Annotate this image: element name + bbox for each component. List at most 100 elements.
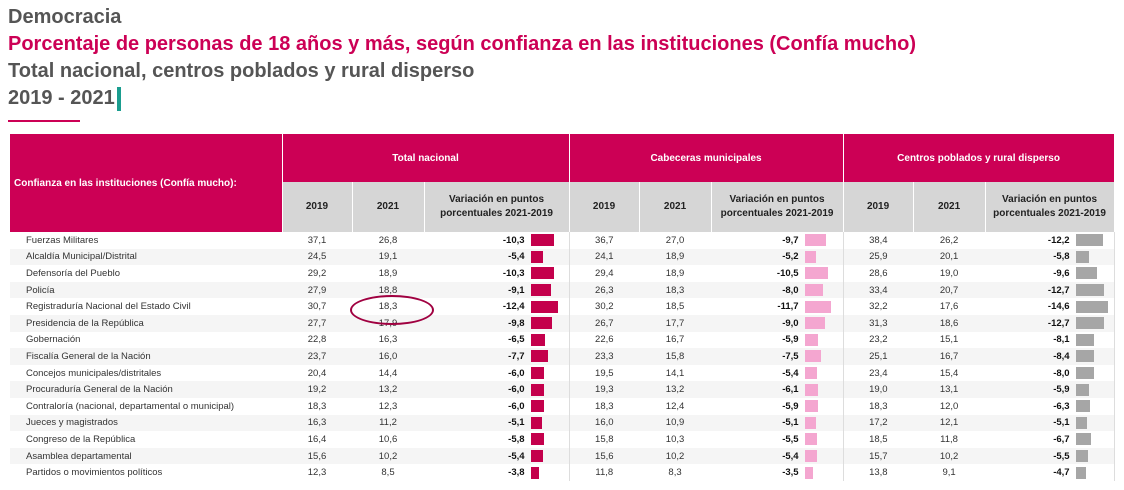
variation-cell: -9,6 [985, 265, 1115, 282]
variation-cell: -9,7 [711, 232, 844, 249]
variation-bar-slot [804, 400, 837, 413]
variation-bar [530, 234, 554, 247]
variation-value: -6,0 [508, 384, 525, 396]
value-2019: 27,9 [282, 281, 352, 299]
variation-bar [530, 300, 558, 313]
variation-bar-slot [1075, 450, 1108, 463]
variation-bar [1075, 284, 1104, 297]
value-2021: 9,1 [942, 467, 956, 479]
variation-cell: -6,5 [424, 331, 570, 349]
variation-value: -9,0 [782, 317, 799, 329]
value-2021: 8,3 [668, 467, 682, 479]
value-2019: 25,9 [843, 248, 914, 266]
group-header-cabeceras: Cabeceras municipales [569, 134, 844, 182]
variation-value: -5,1 [508, 417, 525, 429]
value-2021: 19,0 [939, 267, 959, 279]
value-2019: 20,4 [307, 367, 327, 379]
value-2019: 15,6 [569, 447, 640, 465]
value-2019: 26,3 [569, 281, 640, 299]
variation-bar-slot [804, 317, 837, 330]
variation-bar-slot [804, 466, 837, 479]
variation-bar [1075, 317, 1104, 330]
variation-bar-slot [530, 367, 563, 380]
table-row: Concejos municipales/distritales 20,4 14,4… [10, 364, 1115, 382]
variation-bar [804, 333, 818, 346]
variation-bar [530, 383, 544, 396]
institution-name: Defensoría del Pueblo [26, 267, 121, 279]
table-row: Defensoría del Pueblo 29,2 18,9 -10,3 29,4 18… [10, 265, 1115, 282]
variation-value: -3,8 [508, 467, 525, 479]
variation-value: -6,5 [508, 334, 525, 346]
variation-cell: -11,7 [711, 298, 844, 315]
variation-cell: -5,5 [985, 447, 1115, 465]
variation-bar-slot [530, 267, 563, 280]
value-2019: 32,2 [869, 301, 888, 313]
variation-bar [804, 450, 817, 463]
variation-cell: -6,1 [711, 381, 844, 398]
variation-value: -3,5 [782, 467, 799, 479]
table-row: Policía 27,9 18,8 -9,1 26,3 18,3 -8,0 33,4 20,7 -… [10, 281, 1115, 299]
value-2019: 22,8 [307, 334, 327, 346]
variation-bar-slot [530, 450, 563, 463]
variation-cell: -12,7 [985, 314, 1115, 332]
variation-value: -9,6 [1053, 267, 1070, 279]
value-2019: 37,1 [307, 234, 327, 246]
variation-bar [1075, 234, 1103, 247]
value-2019: 16,3 [282, 414, 352, 432]
value-2021: 13,2 [352, 381, 424, 398]
variation-value: -5,9 [782, 334, 799, 346]
variation-value: -5,2 [782, 251, 799, 263]
variation-bar-slot [1075, 416, 1108, 429]
variation-cell: -5,2 [711, 248, 844, 266]
value-2021: 26,8 [378, 234, 398, 246]
institution-name: Gobernación [26, 334, 81, 346]
variation-cell: -7,7 [424, 348, 570, 365]
variation-bar [530, 250, 543, 263]
variation-cell: -6,0 [424, 397, 570, 415]
value-2021: 8,5 [381, 467, 395, 479]
value-2019: 33,4 [843, 281, 914, 299]
institution-name: Congreso de la República [26, 433, 136, 445]
value-2021: 17,7 [639, 314, 712, 332]
table-row: Gobernación 22,8 16,3 -6,5 22,6 16,7 -5,9 23,2 1… [10, 331, 1115, 349]
variation-cell: -12,7 [985, 281, 1115, 299]
variation-value: -5,5 [782, 433, 799, 445]
variation-bar-slot [1075, 300, 1108, 313]
value-2019: 16,0 [569, 414, 640, 432]
variation-bar [1075, 350, 1094, 363]
variation-value: -12,7 [1047, 317, 1070, 329]
variation-bar [1075, 300, 1108, 313]
row-header: Confianza en las instituciones (Confía m… [10, 134, 283, 232]
variation-bar [804, 416, 816, 429]
variation-cell: -6,0 [424, 381, 570, 398]
variation-bar-slot [530, 433, 563, 446]
variation-cell: -6,7 [985, 431, 1115, 448]
variation-bar [1075, 267, 1097, 280]
page-header: Democracia Porcentaje de personas de 18 … [8, 4, 916, 112]
value-2019: 17,2 [843, 414, 914, 432]
variation-value: -6,1 [782, 384, 799, 396]
table-body: Fuerzas Militares 37,1 26,8 -10,3 36,7 27,0 -9… [10, 232, 1115, 481]
institution-name: Jueces y magistrados [10, 414, 282, 432]
value-2021: 26,2 [939, 234, 959, 246]
variation-cell: -3,5 [711, 464, 844, 481]
value-2019: 22,6 [595, 334, 614, 346]
variation-value: -10,3 [502, 234, 525, 246]
variation-bar-slot [530, 416, 563, 429]
variation-value: -9,7 [782, 234, 799, 246]
variation-value: -8,1 [1053, 334, 1070, 346]
variation-bar [530, 350, 548, 363]
value-2019: 28,6 [869, 267, 888, 279]
variation-value: -10,3 [502, 267, 525, 279]
value-2021: 13,1 [913, 381, 986, 398]
variation-cell: -5,4 [424, 248, 570, 266]
col-variation: Variación en puntos porcentuales 2021-20… [711, 182, 844, 232]
institution-name: Alcaldía Municipal/Distrital [10, 248, 282, 266]
variation-cell: -12,4 [424, 298, 570, 315]
variation-value: -5,8 [1053, 251, 1070, 263]
variation-bar [530, 284, 551, 297]
period: 2019 - 2021 [8, 87, 115, 109]
value-2021: 12,4 [665, 400, 685, 412]
variation-value: -5,4 [782, 367, 799, 379]
value-2019: 13,8 [869, 467, 888, 479]
